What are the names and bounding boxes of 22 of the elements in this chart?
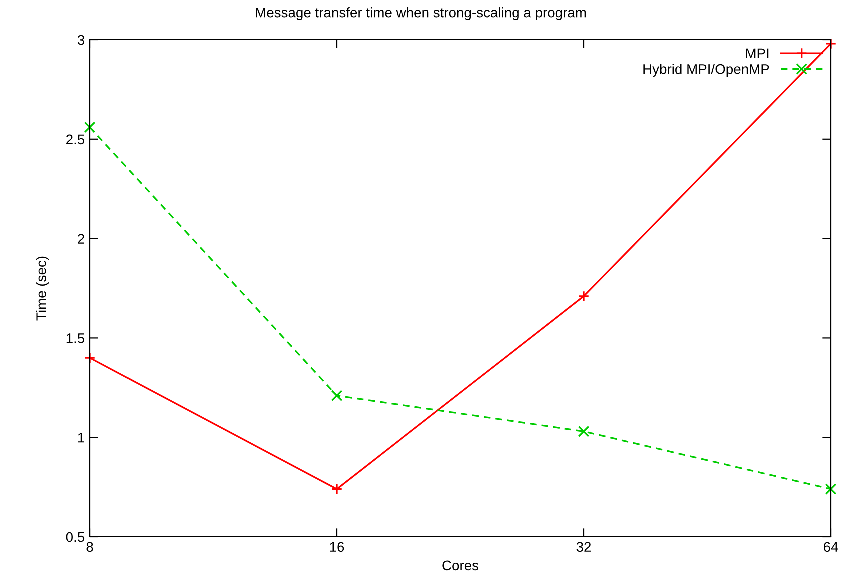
chart-title: Message transfer time when strong-scaling a program bbox=[256, 8, 586, 20]
point bbox=[331, 390, 343, 402]
x-axis-title: Cores bbox=[442, 560, 479, 571]
point bbox=[84, 122, 96, 134]
y-tick-label: 0.5 bbox=[66, 532, 85, 542]
y-tick-label: 1 bbox=[78, 433, 84, 443]
x-tick-label: 8 bbox=[86, 542, 94, 552]
x-tick-label: 16 bbox=[330, 542, 344, 552]
point bbox=[331, 484, 343, 495]
x-tick-label: 32 bbox=[576, 542, 592, 552]
legend-label: MPI bbox=[746, 48, 769, 58]
y-axis-title: Time (sec) bbox=[36, 256, 50, 321]
y-tick-label: 1.5 bbox=[66, 334, 85, 344]
point bbox=[84, 352, 96, 364]
point bbox=[578, 426, 590, 438]
y-tick-label: 2.5 bbox=[66, 134, 85, 145]
x-tick-label: 64 bbox=[824, 542, 838, 552]
point bbox=[825, 484, 837, 495]
point bbox=[578, 290, 590, 302]
y-tick-label: 3 bbox=[78, 35, 85, 46]
legend-label: Hybrid MPI/OpenMP bbox=[644, 64, 770, 78]
y-tick-label: 2 bbox=[78, 234, 84, 244]
